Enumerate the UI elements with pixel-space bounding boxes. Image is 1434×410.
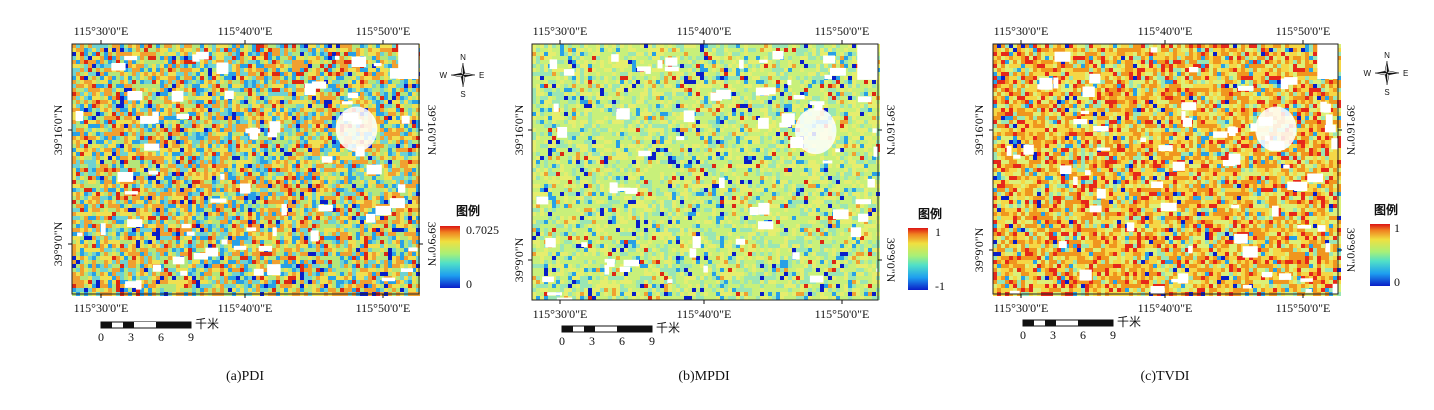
lon-label-top: 115°40'0"E <box>218 24 273 38</box>
legend-max-label: 1 <box>1394 221 1400 235</box>
scale-label: 9 <box>1110 328 1116 342</box>
lat-label-right: 39°9'0"N <box>884 238 898 283</box>
legend-min-label: -1 <box>935 279 945 293</box>
map-raster <box>993 44 1341 296</box>
compass-e: E <box>479 71 484 80</box>
lat-label-right: 39°9'0"N <box>425 222 439 267</box>
lat-label-right: 39°16'0"N <box>1344 105 1358 156</box>
legend-colorbar <box>440 226 460 288</box>
panel-caption: (b)MPDI <box>678 369 730 384</box>
lon-label-top: 115°30'0"E <box>994 24 1049 38</box>
scale-label: 6 <box>1080 328 1086 342</box>
scale-label: 9 <box>188 330 194 344</box>
panel-tvdi-svg: 115°30'0"E 115°40'0"E 115°50'0"E 115°30'… <box>972 24 1408 384</box>
lat-label-left: 39°16'0"N <box>512 104 526 155</box>
lon-label-bottom: 115°50'0"E <box>1276 301 1331 315</box>
north-arrow-icon <box>1374 60 1400 86</box>
scale-label: 6 <box>619 334 625 348</box>
lon-label-bottom: 115°50'0"E <box>815 307 870 321</box>
legend-title: 图例 <box>1374 202 1398 217</box>
scale-label: 9 <box>649 334 655 348</box>
lon-label-bottom: 115°40'0"E <box>218 301 273 315</box>
scale-label: 6 <box>158 330 164 344</box>
lon-label-bottom: 115°30'0"E <box>74 301 129 315</box>
compass-n: N <box>460 53 466 62</box>
scale-bar <box>100 321 192 329</box>
panel-tvdi: 115°30'0"E 115°40'0"E 115°50'0"E 115°30'… <box>922 0 1408 410</box>
legend-title: 图例 <box>456 203 480 218</box>
lat-label-left: 39°9'0"N <box>512 237 526 282</box>
compass-s: S <box>460 90 465 99</box>
lon-label-bottom: 115°40'0"E <box>1138 301 1193 315</box>
scale-label: 3 <box>589 334 595 348</box>
frame-ticks <box>989 40 1342 298</box>
scale-label: 0 <box>98 330 104 344</box>
panel-pdi: 115°30'0"E 115°40'0"E 115°50'0"E 115°30'… <box>0 0 499 410</box>
map-frame <box>531 43 879 301</box>
legend-colorbar <box>1370 224 1390 286</box>
map-raster <box>532 44 880 300</box>
legend-min-label: 0 <box>466 277 472 291</box>
lon-label-bottom: 115°30'0"E <box>994 301 1049 315</box>
scale-bar <box>1022 319 1114 327</box>
lon-label-bottom: 115°30'0"E <box>533 307 588 321</box>
compass-n: N <box>1384 51 1390 60</box>
legend-colorbar <box>908 228 928 290</box>
lat-label-right: 39°16'0"N <box>884 105 898 156</box>
lon-label-top: 115°50'0"E <box>815 24 870 38</box>
scale-unit: 千米 <box>195 317 219 331</box>
scale-label: 0 <box>1020 328 1026 342</box>
lon-label-top: 115°40'0"E <box>677 24 732 38</box>
scale-label: 0 <box>559 334 565 348</box>
map-raster <box>72 44 420 296</box>
lon-label-top: 115°40'0"E <box>1138 24 1193 38</box>
scale-label: 3 <box>128 330 134 344</box>
compass-e: E <box>1403 69 1408 78</box>
scale-unit: 千米 <box>1117 315 1141 329</box>
frame-ticks <box>68 40 423 298</box>
lon-label-top: 115°30'0"E <box>533 24 588 38</box>
legend-max-label: 0.7025 <box>466 223 499 237</box>
north-arrow-icon <box>450 62 476 88</box>
legend-title: 图例 <box>918 206 942 221</box>
scale-unit: 千米 <box>656 321 680 335</box>
panel-mpdi: 115°30'0"E 115°40'0"E 115°50'0"E 115°30'… <box>478 0 948 410</box>
frame-ticks <box>528 40 882 304</box>
scale-label: 3 <box>1050 328 1056 342</box>
lat-label-right: 39°16'0"N <box>425 105 439 156</box>
compass-w: W <box>1363 69 1371 78</box>
lon-label-bottom: 115°40'0"E <box>677 307 732 321</box>
legend-max-label: 1 <box>935 225 941 239</box>
compass-s: S <box>1384 88 1389 97</box>
scale-bar <box>561 325 653 333</box>
lon-label-top: 115°50'0"E <box>1276 24 1331 38</box>
panel-caption: (c)TVDI <box>1141 369 1190 384</box>
legend-min-label: 0 <box>1394 275 1400 289</box>
panel-mpdi-svg: 115°30'0"E 115°40'0"E 115°50'0"E 115°30'… <box>512 24 945 384</box>
lat-label-left: 39°16'0"N <box>51 104 65 155</box>
lon-label-top: 115°30'0"E <box>74 24 129 38</box>
lat-label-right: 39°9'0"N <box>1344 228 1358 273</box>
lon-label-bottom: 115°50'0"E <box>356 301 411 315</box>
lat-label-left: 39°16'0"N <box>972 104 986 155</box>
lat-label-left: 39°9'0"N <box>972 227 986 272</box>
panel-caption: (a)PDI <box>226 369 264 384</box>
lon-label-top: 115°50'0"E <box>356 24 411 38</box>
compass-w: W <box>439 71 447 80</box>
lat-label-left: 39°9'0"N <box>51 221 65 266</box>
panel-pdi-svg: 115°30'0"E 115°40'0"E 115°50'0"E 115°30'… <box>51 24 499 384</box>
